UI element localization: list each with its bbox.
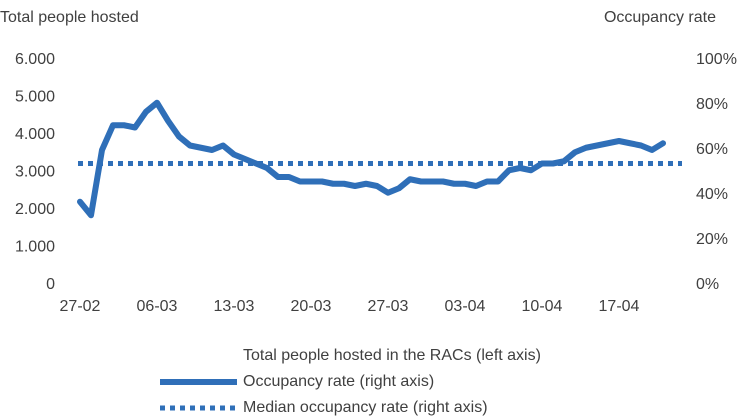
series-line [77,99,666,219]
x-tick-label: 06-03 [137,298,178,315]
x-tick-label: 27-03 [368,298,409,315]
y2-tick-label: 100% [696,51,737,68]
legend-label: Occupancy rate (right axis) [243,373,434,390]
x-tick-label: 17-04 [599,298,640,315]
y-tick-label: 3.000 [15,164,55,181]
x-tick-label: 27-02 [60,298,101,315]
y-tick-label: 6.000 [15,51,55,68]
y-axis-title: Total people hosted [0,9,139,26]
x-tick-label: 13-03 [214,298,255,315]
y2-tick-label: 0% [696,276,719,293]
y2-tick-label: 80% [696,96,728,113]
x-tick-label: 20-03 [291,298,332,315]
y-tick-label: 1.000 [15,239,55,256]
legend-label: Median occupancy rate (right axis) [243,399,488,416]
x-tick-label: 03-04 [445,298,486,315]
x-tick-label: 10-04 [522,298,563,315]
y2-tick-label: 20% [696,231,728,248]
y-tick-label: 0 [46,276,55,293]
legend-label: Total people hosted in the RACs (left ax… [243,347,541,364]
y-tick-label: 2.000 [15,201,55,218]
y2-tick-label: 40% [696,186,728,203]
y2-axis-title: Occupancy rate [604,9,716,26]
y2-tick-label: 60% [696,141,728,158]
y-tick-label: 4.000 [15,126,55,143]
y-tick-label: 5.000 [15,89,55,106]
